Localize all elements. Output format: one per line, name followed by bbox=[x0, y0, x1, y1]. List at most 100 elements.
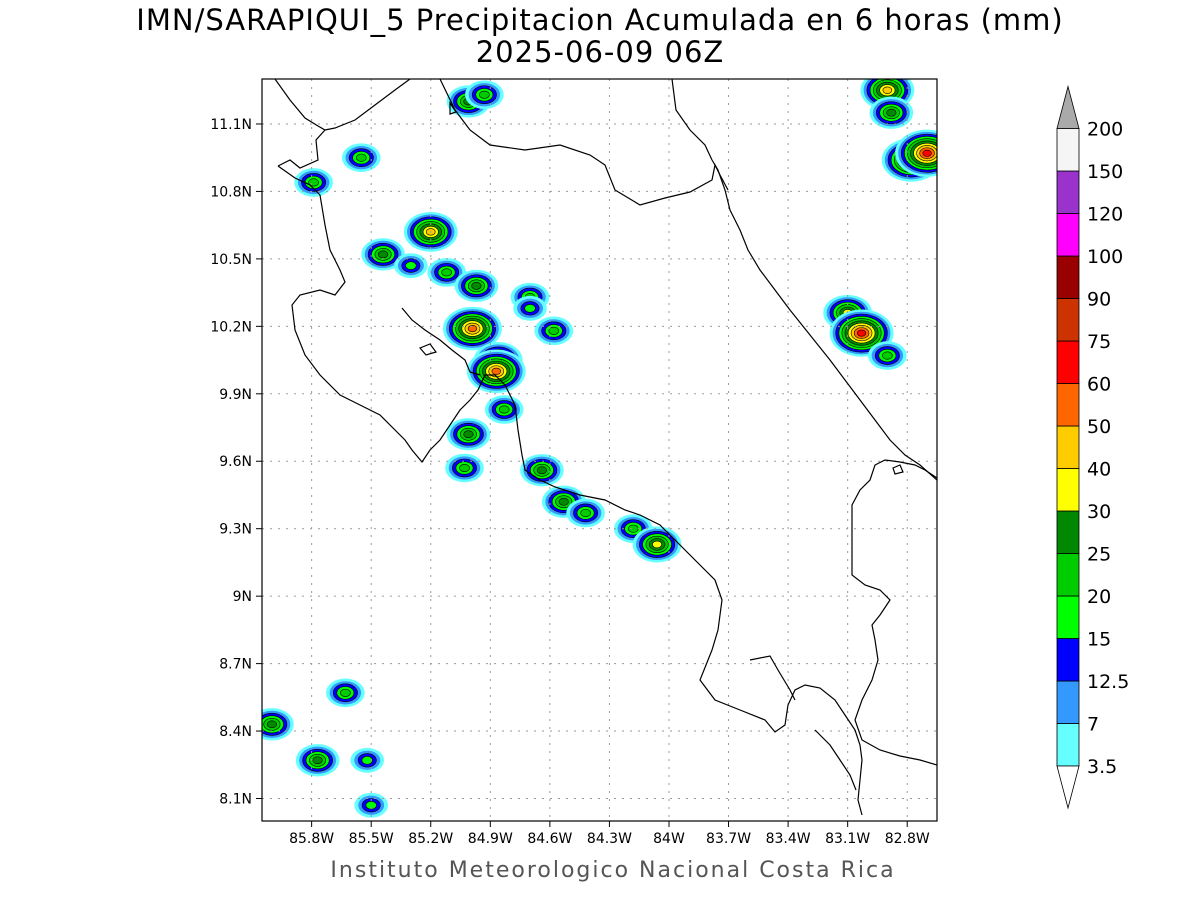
legend-min-arrow bbox=[1056, 765, 1080, 810]
precipitation-cell bbox=[520, 454, 564, 487]
golfo-dulce bbox=[814, 729, 857, 791]
lon-tick-label: 83.1W bbox=[825, 831, 870, 847]
legend-swatch bbox=[1056, 170, 1080, 214]
precip-contour bbox=[882, 86, 893, 94]
lat-lon-grid bbox=[262, 79, 937, 821]
legend-swatch bbox=[1056, 468, 1080, 512]
precipitation-cell bbox=[632, 526, 682, 563]
pacific-coast bbox=[277, 129, 863, 816]
precip-contour bbox=[536, 466, 548, 475]
precip-contour bbox=[471, 282, 482, 290]
legend-label: 3.5 bbox=[1087, 756, 1117, 778]
panama-islands bbox=[892, 464, 904, 475]
legend-swatch bbox=[1056, 680, 1080, 724]
precip-contour bbox=[498, 405, 510, 414]
precip-contour bbox=[463, 430, 474, 439]
precipitation-cell bbox=[295, 744, 340, 777]
precip-contour bbox=[558, 497, 569, 506]
lat-tick-label: 8.7N bbox=[219, 657, 252, 673]
institution-credit: Instituto Meteorologico Nacional Costa R… bbox=[330, 858, 895, 883]
lat-tick-label: 9.6N bbox=[219, 454, 252, 470]
legend-label: 200 bbox=[1087, 119, 1123, 141]
precip-contour bbox=[882, 351, 893, 360]
precipitation-cell bbox=[446, 418, 491, 451]
precipitation-cell bbox=[829, 309, 894, 357]
legend-label: 90 bbox=[1087, 289, 1111, 311]
precip-contour bbox=[886, 108, 897, 117]
precip-contour bbox=[405, 261, 417, 270]
precipitation-cell bbox=[443, 306, 502, 351]
precipitation-cell bbox=[513, 295, 547, 321]
legend-swatch bbox=[1056, 213, 1080, 257]
legend-label: 40 bbox=[1087, 459, 1111, 481]
lon-tick-label: 85.2W bbox=[408, 831, 453, 847]
precipitation-cell bbox=[465, 80, 504, 110]
legend-swatch bbox=[1056, 723, 1080, 767]
lon-tick-label: 84.3W bbox=[587, 831, 632, 847]
legend-label: 75 bbox=[1087, 331, 1111, 353]
legend-label: 100 bbox=[1087, 246, 1123, 268]
map-frame bbox=[261, 78, 938, 822]
lon-tick-label: 84.9W bbox=[468, 831, 513, 847]
precip-contour bbox=[467, 325, 478, 333]
precip-contour bbox=[355, 153, 367, 162]
legend-label: 150 bbox=[1087, 161, 1123, 183]
precip-contour bbox=[365, 801, 377, 810]
map-area bbox=[262, 79, 937, 821]
precipitation-cell bbox=[341, 143, 381, 172]
lat-tick-label: 8.4N bbox=[219, 724, 252, 740]
legend-label: 25 bbox=[1087, 544, 1111, 566]
precip-contour bbox=[459, 463, 470, 472]
legend-label: 120 bbox=[1087, 204, 1123, 226]
nicaragua-caribbean-coast bbox=[671, 79, 713, 161]
precipitation-cell bbox=[466, 349, 526, 394]
legend-swatch bbox=[1056, 638, 1080, 682]
caribbean-coast bbox=[711, 159, 937, 481]
precipitation-cell bbox=[454, 269, 499, 303]
lon-tick-label: 82.8W bbox=[885, 831, 930, 847]
legend-swatch bbox=[1056, 128, 1080, 172]
lat-tick-label: 11.1N bbox=[210, 117, 252, 133]
nicaragua-lake-shore bbox=[274, 79, 411, 131]
precipitation-cell bbox=[350, 747, 385, 773]
precip-contour bbox=[308, 178, 319, 187]
osa-peninsula bbox=[749, 655, 796, 701]
precip-contour bbox=[524, 304, 536, 313]
precipitation-cell bbox=[895, 129, 937, 177]
precipitation-cell bbox=[541, 485, 586, 518]
precip-contour bbox=[479, 90, 490, 99]
lat-tick-label: 10.8N bbox=[210, 184, 252, 200]
lon-tick-label: 85.5W bbox=[349, 831, 394, 847]
legend-label: 30 bbox=[1087, 501, 1111, 523]
legend-swatch bbox=[1056, 510, 1080, 554]
precip-contour bbox=[312, 756, 323, 765]
legend-swatch bbox=[1056, 340, 1080, 384]
precip-contour bbox=[627, 524, 639, 533]
legend-label: 12.5 bbox=[1087, 671, 1129, 693]
gulf-of-nicoya bbox=[401, 307, 481, 376]
legend-label: 20 bbox=[1087, 586, 1111, 608]
lon-tick-label: 84.6W bbox=[527, 831, 572, 847]
legend-swatch bbox=[1056, 553, 1080, 597]
island bbox=[449, 101, 457, 115]
precipitation-cell bbox=[869, 96, 914, 129]
precipitation-cell bbox=[427, 258, 466, 287]
color-legend: 3.5 7 12.5 15 20 25 30 40 50 60 75 90 100 120 150 200 bbox=[1056, 84, 1129, 810]
lon-tick-label: 83.4W bbox=[766, 831, 811, 847]
lat-tick-label: 10.5N bbox=[210, 252, 252, 268]
lon-tick-label: 85.8W bbox=[289, 831, 334, 847]
legend-label: 50 bbox=[1087, 416, 1111, 438]
precipitation-cell bbox=[534, 316, 574, 346]
precip-contour bbox=[441, 268, 452, 277]
precipitation-cell bbox=[354, 792, 388, 818]
precipitation-cell bbox=[326, 678, 365, 708]
lon-tick-label: 84W bbox=[653, 831, 685, 847]
legend-swatch bbox=[1056, 298, 1080, 342]
lat-tick-label: 10.2N bbox=[210, 319, 252, 335]
lat-tick-label: 9.3N bbox=[219, 522, 252, 538]
precipitation-cell bbox=[262, 708, 294, 741]
precipitation-cell bbox=[566, 498, 605, 528]
precipitation-cell bbox=[445, 453, 484, 483]
precip-contour bbox=[856, 329, 867, 337]
precipitation-cell bbox=[361, 238, 405, 271]
